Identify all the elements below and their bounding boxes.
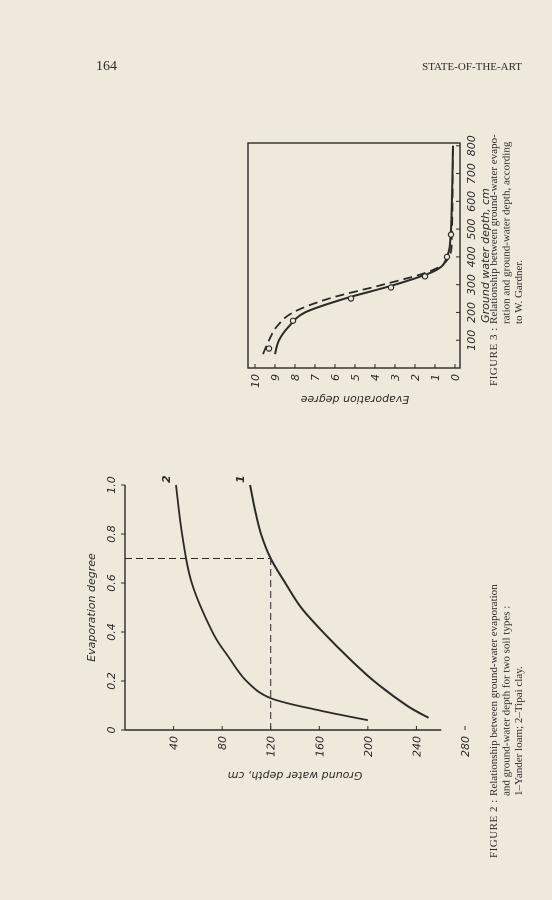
y-tick-label: 280: [459, 736, 472, 757]
x-tick-label: 1.0: [105, 476, 118, 494]
caption: FIGURE 2 : Relationship between ground-wa…: [488, 584, 525, 858]
data-point: [421, 273, 429, 280]
data-point: [289, 317, 297, 324]
x-tick-label: 200: [465, 302, 478, 323]
x-tick-label: 300: [465, 274, 478, 295]
x-tick-label: 0.2: [105, 672, 118, 690]
y-tick-label: 160: [313, 736, 326, 757]
y-tick-label: 8: [289, 374, 302, 381]
caption-line: 1–Yander loam; 2–Tipai clay.: [513, 666, 525, 796]
x-tick-label: 0: [105, 727, 118, 734]
y-axis-title: Ground water depth, cm: [228, 769, 363, 782]
y-tick-label: 1: [429, 374, 442, 381]
y-tick-label: 9: [269, 374, 282, 381]
data-point: [347, 295, 355, 302]
data-point: [265, 345, 273, 352]
curve-label: 1: [234, 475, 247, 483]
x-tick-label: 700: [465, 163, 478, 184]
y-axis-title: Evaporation degree: [301, 393, 410, 406]
caption-line: ration and ground-water depth, according: [501, 141, 513, 324]
data-point: [447, 231, 455, 238]
caption-line: to W. Gardner.: [513, 260, 525, 324]
plot-frame: [247, 142, 461, 369]
curve: [274, 145, 454, 355]
curve: [249, 484, 430, 719]
y-tick-label: 240: [410, 736, 423, 757]
curve: [175, 484, 369, 722]
caption-line: Relationship between ground-water evapo-: [488, 134, 500, 324]
y-tick-label: 7: [309, 374, 322, 381]
caption-line: and ground-water depth for two soil type…: [501, 606, 513, 796]
x-axis-title: Evaporation degree: [85, 553, 98, 662]
running-head: STATE-OF-THE-ART: [422, 61, 522, 73]
y-tick-label: 0: [449, 374, 462, 381]
caption: FIGURE 3 : Relationship between ground-wa…: [488, 134, 525, 386]
y-tick-label: 40: [168, 736, 181, 750]
x-axis-title: Ground water depth, cm: [479, 188, 492, 323]
data-point: [443, 253, 451, 261]
y-tick-label: 2: [409, 374, 422, 381]
data-point: [387, 284, 395, 291]
y-tick-label: 120: [265, 736, 278, 757]
x-tick-label: 400: [465, 246, 478, 267]
caption-label: FIGURE 3 :: [488, 327, 500, 386]
caption-label: FIGURE 2 :: [488, 799, 500, 858]
x-tick-label: 0.8: [105, 525, 118, 543]
figure: 0 0.2 0.4 0.6 0.8 1.0 40 80 120 160 200 240 280 Evapo…: [85, 475, 472, 782]
x-tick-label: 0.6: [105, 574, 118, 592]
x-tick-label: 800: [465, 135, 478, 156]
x-tick-label: 600: [465, 191, 478, 212]
y-tick-label: 4: [369, 374, 382, 381]
caption-line: Relationship between ground-water evapor…: [488, 584, 500, 796]
x-tick-label: 100: [465, 330, 478, 351]
y-tick-label: 5: [349, 374, 362, 381]
y-tick-label: 6: [329, 374, 342, 381]
x-tick-label: 500: [465, 219, 478, 240]
y-tick-label: 200: [362, 736, 375, 757]
y-tick-label: 10: [249, 374, 262, 388]
curve-label: 2: [160, 475, 173, 483]
x-tick-label: 0.4: [105, 623, 118, 641]
page-number: 164: [96, 59, 117, 74]
y-tick-label: 3: [389, 374, 402, 381]
y-tick-label: 80: [216, 736, 229, 750]
